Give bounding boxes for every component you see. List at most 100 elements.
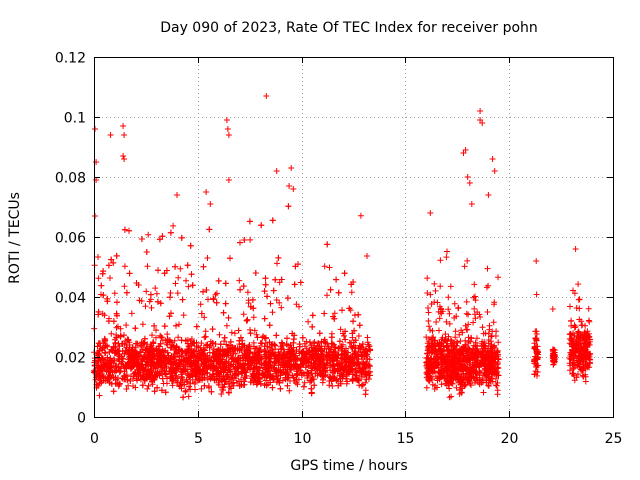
data-point bbox=[121, 283, 128, 290]
data-point bbox=[358, 382, 365, 389]
data-point bbox=[273, 168, 280, 174]
data-point bbox=[153, 290, 160, 297]
data-point bbox=[568, 318, 575, 325]
data-point bbox=[144, 263, 151, 270]
data-point bbox=[197, 301, 204, 308]
data-point bbox=[96, 392, 103, 399]
data-point bbox=[461, 263, 468, 270]
data-point bbox=[261, 315, 268, 322]
data-point bbox=[437, 257, 444, 264]
data-point bbox=[349, 345, 356, 351]
data-point bbox=[451, 300, 458, 307]
data-point bbox=[446, 394, 453, 401]
data-point bbox=[342, 336, 349, 343]
data-point bbox=[154, 298, 161, 305]
data-point bbox=[216, 331, 223, 338]
x-tick-label: 20 bbox=[501, 431, 519, 447]
data-point bbox=[484, 265, 491, 272]
data-point bbox=[426, 323, 432, 330]
data-point bbox=[351, 327, 358, 334]
data-point bbox=[189, 372, 196, 379]
data-point bbox=[269, 309, 276, 316]
data-point bbox=[338, 351, 345, 358]
data-point bbox=[227, 255, 233, 262]
data-point bbox=[226, 342, 233, 349]
data-point bbox=[292, 352, 299, 359]
data-point bbox=[352, 312, 358, 319]
data-point bbox=[119, 348, 126, 354]
data-point bbox=[250, 314, 257, 321]
data-point bbox=[296, 343, 303, 350]
data-point bbox=[231, 330, 238, 337]
data-point bbox=[327, 286, 334, 293]
data-point bbox=[115, 356, 122, 362]
data-point bbox=[178, 353, 185, 360]
x-tick-label: 15 bbox=[397, 431, 415, 447]
data-point bbox=[443, 254, 450, 261]
data-point bbox=[278, 346, 284, 353]
data-point bbox=[207, 357, 214, 363]
data-point bbox=[299, 334, 306, 341]
chart-title: Day 090 of 2023, Rate Of TEC Index for r… bbox=[160, 20, 538, 36]
data-point bbox=[585, 305, 592, 312]
data-point bbox=[247, 330, 254, 337]
data-point bbox=[366, 363, 373, 370]
data-point bbox=[225, 132, 232, 138]
data-point bbox=[118, 365, 124, 372]
data-point bbox=[154, 384, 161, 391]
data-point bbox=[438, 381, 445, 388]
data-point bbox=[203, 287, 210, 293]
data-point bbox=[144, 341, 151, 348]
data-point bbox=[138, 236, 145, 242]
data-point bbox=[161, 323, 168, 330]
data-point bbox=[447, 283, 454, 290]
data-point bbox=[201, 314, 208, 321]
data-point bbox=[341, 270, 348, 277]
data-point bbox=[225, 346, 232, 353]
data-point bbox=[366, 356, 373, 363]
data-point bbox=[179, 296, 186, 303]
data-point bbox=[238, 347, 245, 353]
data-point bbox=[264, 293, 271, 300]
data-point bbox=[444, 248, 450, 255]
data-point bbox=[113, 252, 120, 259]
data-point bbox=[185, 283, 192, 290]
x-tick-label: 5 bbox=[194, 431, 203, 447]
data-point bbox=[120, 123, 127, 129]
data-point bbox=[225, 314, 232, 321]
data-point bbox=[362, 391, 369, 398]
data-point bbox=[157, 332, 164, 339]
data-point bbox=[114, 312, 120, 319]
data-point bbox=[491, 168, 498, 174]
data-point bbox=[432, 287, 439, 294]
data-point bbox=[309, 323, 316, 330]
data-point bbox=[184, 379, 191, 386]
data-point bbox=[212, 341, 219, 347]
data-point bbox=[247, 326, 253, 333]
data-point bbox=[173, 322, 179, 329]
data-point bbox=[116, 369, 123, 376]
data-point bbox=[240, 283, 247, 290]
data-point bbox=[357, 212, 364, 219]
data-point bbox=[221, 334, 228, 341]
data-point bbox=[567, 303, 573, 310]
data-point bbox=[241, 361, 248, 368]
data-point bbox=[170, 222, 177, 229]
data-point bbox=[350, 359, 357, 366]
data-point bbox=[293, 301, 300, 308]
data-point bbox=[272, 346, 278, 353]
data-point bbox=[204, 352, 211, 359]
data-point bbox=[495, 339, 502, 346]
data-point bbox=[436, 315, 443, 322]
data-point bbox=[141, 335, 148, 342]
data-point bbox=[326, 264, 333, 271]
data-point bbox=[321, 310, 328, 317]
data-point bbox=[269, 349, 276, 356]
data-point bbox=[244, 289, 251, 296]
data-point bbox=[321, 345, 328, 352]
data-point bbox=[234, 365, 241, 372]
data-point bbox=[160, 348, 167, 355]
data-point bbox=[480, 389, 487, 396]
data-point bbox=[291, 281, 298, 288]
data-point bbox=[186, 374, 193, 381]
